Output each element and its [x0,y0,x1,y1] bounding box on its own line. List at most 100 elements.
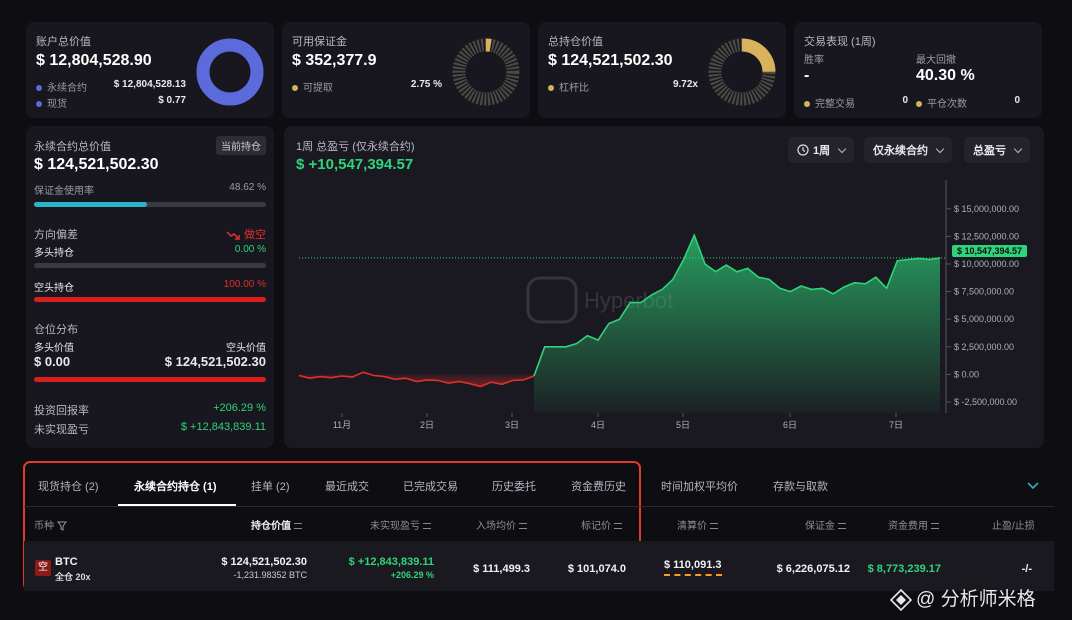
distribution-bar [34,377,266,382]
filter-icon[interactable] [57,521,67,532]
tab-6[interactable]: 资金费历史 [571,481,626,493]
closed-row: 平仓次数 0 [916,95,1020,110]
positive-area [534,235,940,413]
closed-label: 平仓次数 [927,99,967,110]
leverage-dot [548,85,554,92]
col-position-value[interactable]: 持仓价值 [251,517,302,532]
margin-donut-ring [452,38,520,106]
tab-3[interactable]: 最近成交 [325,481,369,493]
watermark-logo-icon [526,276,578,324]
footer-watermark: @ 分析师米格 [889,584,1036,612]
x-tick-label: 7日 [889,420,903,430]
tpsl-cell[interactable]: -/- [1021,563,1032,575]
tab-1[interactable]: 永续合约持仓 (1) [134,481,217,493]
sort-icon [294,523,302,530]
trend-down-icon [226,231,240,240]
direction-value: 做空 [244,229,266,241]
completed-row: 完整交易 0 [804,95,908,110]
long-bar [34,263,266,268]
funding-cell: $ 8,773,239.17 [867,563,941,575]
col-funding[interactable]: 资金费用 [888,517,939,532]
clock-icon [797,144,809,156]
period-dropdown[interactable]: 1周 [788,137,855,163]
closed-value: 0 [1014,95,1020,106]
position-title: 总持仓价值 [548,36,603,48]
metric-label: 总盈亏 [973,145,1006,157]
y-tick-label: $ 12,500,000.00 [954,231,1019,241]
negative-area [299,372,534,387]
short-price-value: $ 124,521,502.30 [164,354,266,369]
position-card: 总持仓价值 $ 124,521,502.30 杠杆比 9.72x [538,22,786,118]
footer-watermark-text: @ 分析师米格 [916,589,1036,610]
entry-cell: $ 111,499.3 [473,563,530,575]
tab-4[interactable]: 已完成交易 [403,481,458,493]
spot-value: $ 0.77 [158,95,186,106]
tab-0[interactable]: 现货持仓 (2) [38,481,99,493]
chevron-down-icon [837,144,847,153]
perp-panel-value: $ 124,521,502.30 [34,156,159,173]
withdrawable-row: 可提取 2.75 % [292,79,442,94]
spot-dot [36,101,42,108]
col-entry[interactable]: 入场均价 [476,517,527,532]
account-value: $ 12,804,528.90 [36,52,152,69]
current-value-tag: $ 10,547,394.57 [952,245,1028,257]
y-tick-label: $ 7,500,000.00 [954,287,1014,297]
short-badge: 空 [35,560,51,576]
distribution-label: 仓位分布 [34,324,78,336]
position-size-cell: -1,231.98352 BTC [233,570,307,580]
x-tick-label: 3日 [505,420,519,430]
negative-line [298,371,535,388]
completed-value: 0 [902,95,908,106]
margin-usage-bar [34,202,266,207]
col-margin[interactable]: 保证金 [805,517,846,532]
account-donut [196,38,264,106]
liquidation-cell[interactable]: $ 110,091.3 [664,559,722,576]
filter-dropdown[interactable]: 仅永续合约 [864,137,952,163]
col-position-value-label: 持仓价值 [251,521,291,532]
col-unrealized[interactable]: 未实现盈亏 [370,517,431,532]
tabs-divider [24,506,1054,507]
tab-5[interactable]: 历史委托 [492,481,536,493]
col-tpsl: 止盈/止损 [992,521,1035,532]
closed-dot [916,101,922,108]
y-tick-label: $ -2,500,000.00 [954,397,1017,407]
unrealized-value: $ +12,843,839.11 [180,421,266,433]
winrate-value: - [804,67,810,84]
margin-usage-fill [34,202,147,207]
short-label: 空头持仓 [34,283,74,294]
perp-row: 永续合约 $ 12,804,528.13 [36,79,186,94]
long-price-value: $ 0.00 [34,354,71,369]
drawdown-label: 最大回撤 [916,55,956,66]
chart-value: $ +10,547,394.57 [296,156,414,173]
col-coin[interactable]: 币种 [34,517,67,532]
perp-dot [36,85,42,92]
margin-value: $ 352,377.9 [292,52,377,69]
collapse-chevron-icon[interactable] [1026,481,1040,491]
perp-value-panel: 永续合约总价值 当前持仓 $ 124,521,502.30 保证金使用率 48.… [26,126,274,448]
drawdown-value: 40.30 % [916,67,975,84]
chart-title: 1周 总盈亏 (仅永续合约) [296,141,415,153]
table-row[interactable] [24,541,1054,591]
mark-cell: $ 101,074.0 [567,563,626,575]
roi-value: +206.29 % [213,402,266,414]
tab-8[interactable]: 存款与取款 [773,481,828,493]
tab-7[interactable]: 时间加权平均价 [661,481,738,493]
current-position-badge[interactable]: 当前持仓 [216,136,266,155]
position-donut [708,38,776,106]
direction-label: 方向偏差 [34,229,78,241]
leverage-value: 9.72x [672,79,698,90]
col-liquidation-label: 清算价 [677,521,707,532]
coin-symbol[interactable]: BTC [55,556,78,568]
col-mark[interactable]: 标记价 [581,517,622,532]
tab-2[interactable]: 挂单 (2) [251,481,290,493]
col-liquidation[interactable]: 清算价 [677,517,718,532]
x-tick-label: 11月 [333,420,351,430]
margin-usage-value: 48.62 % [229,182,266,193]
chevron-down-icon [935,144,945,153]
x-tick-label: 5日 [676,420,690,430]
diamond-logo-icon [889,588,913,612]
position-value: $ 124,521,502.30 [548,52,673,69]
coin-mode: 全仓 20x [55,572,91,582]
direction-value-wrap: 做空 [226,226,266,242]
metric-dropdown[interactable]: 总盈亏 [964,137,1030,163]
